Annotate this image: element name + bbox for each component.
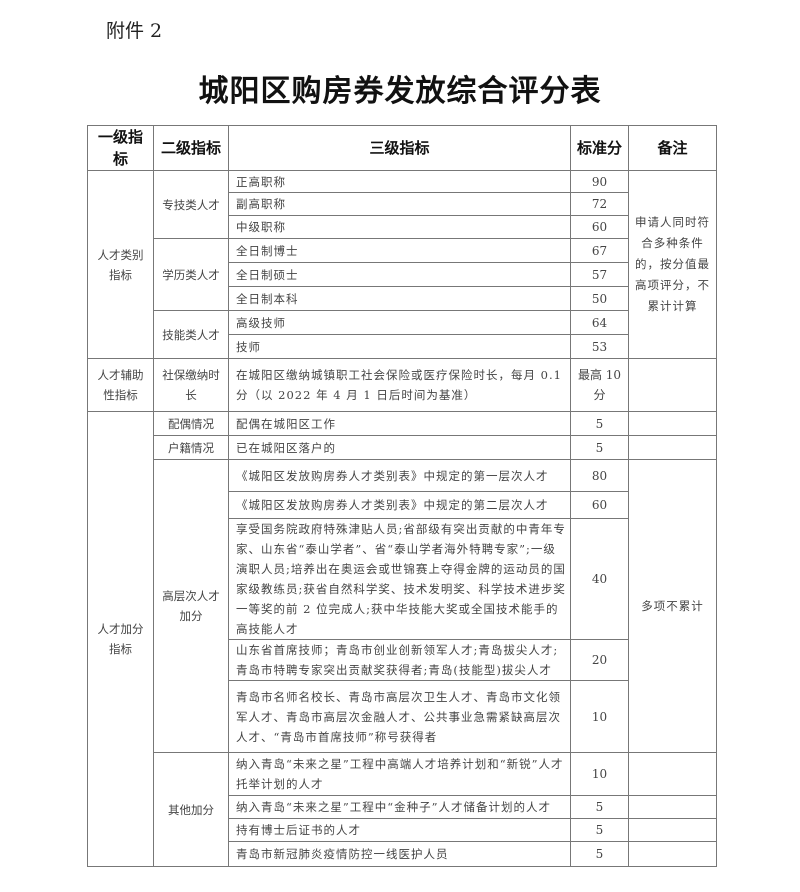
l3-item: 在城阳区缴纳城镇职工社会保险或医疗保险时长，每月 0.1 分（以 2022 年 … xyxy=(228,358,571,412)
table-row: 山东省首席技师；青岛市创业创新领军人才;青岛拔尖人才;青岛市特聘专家突出贡献奖获… xyxy=(88,639,717,681)
l3-item: 山东省首席技师；青岛市创业创新领军人才;青岛拔尖人才;青岛市特聘专家突出贡献奖获… xyxy=(228,639,571,681)
score: 72 xyxy=(570,192,629,216)
remark-empty xyxy=(628,752,717,796)
table-row: 高层次人才加分 《城阳区发放购房券人才类别表》中规定的第一层次人才 80 多项不… xyxy=(88,459,717,753)
remark-empty xyxy=(628,818,717,842)
score: 80 xyxy=(570,459,629,492)
table-row: 副高职称 72 xyxy=(88,192,717,216)
table-header: 一级指标 二级指标 三级指标 标准分 备注 xyxy=(87,125,717,171)
l3-item: 高级技师 xyxy=(228,310,571,335)
score: 40 xyxy=(570,518,629,640)
table-row: 人才加分指标 配偶情况 配偶在城阳区工作 5 xyxy=(87,411,717,867)
score: 5 xyxy=(570,818,629,842)
l2-hukou: 户籍情况 xyxy=(153,435,229,460)
table-row: 青岛市新冠肺炎疫情防控一线医护人员 5 xyxy=(88,841,717,867)
table-row: 纳入青岛“未来之星”工程中“金种子”人才储备计划的人才 5 xyxy=(88,795,717,819)
l1-auxiliary: 人才辅助性指标 xyxy=(87,358,154,412)
score: 64 xyxy=(570,310,629,335)
attachment-label: 附件 2 xyxy=(106,20,163,42)
remark-empty xyxy=(628,435,717,460)
l3-item: 已在城阳区落户的 xyxy=(228,435,571,460)
l3-item: 纳入青岛“未来之星”工程中高端人才培养计划和“新锐”人才托举计划的人才 xyxy=(228,752,571,796)
table-row: 学历类人才 全日制博士 67 xyxy=(88,238,717,311)
l3-item: 《城阳区发放购房券人才类别表》中规定的第一层次人才 xyxy=(228,459,571,492)
l3-item: 中级职称 xyxy=(228,215,571,239)
remark-empty xyxy=(628,358,717,412)
remark-empty xyxy=(628,795,717,819)
l2-social-security: 社保缴纳时长 xyxy=(153,358,229,412)
table-row: 《城阳区发放购房券人才类别表》中规定的第二层次人才 60 xyxy=(88,491,717,519)
score: 60 xyxy=(570,491,629,519)
table-row: 全日制本科 50 xyxy=(88,286,717,311)
score: 60 xyxy=(570,215,629,239)
l3-item: 技师 xyxy=(228,334,571,359)
l3-item: 纳入青岛“未来之星”工程中“金种子”人才储备计划的人才 xyxy=(228,795,571,819)
l3-item: 享受国务院政府特殊津贴人员;省部级有突出贡献的中青年专家、山东省“泰山学者”、省… xyxy=(228,518,571,640)
l3-item: 持有博士后证书的人才 xyxy=(228,818,571,842)
score: 90 xyxy=(570,170,629,193)
score: 10 xyxy=(570,752,629,796)
score: 10 xyxy=(570,680,629,753)
table-row: 人才辅助性指标 社保缴纳时长 在城阳区缴纳城镇职工社会保险或医疗保险时长，每月 … xyxy=(87,358,717,412)
l2-spouse: 配偶情况 xyxy=(153,411,229,436)
score: 67 xyxy=(570,238,629,263)
l2-group: 技能类人才 xyxy=(153,310,229,359)
l2-group: 学历类人才 xyxy=(153,238,229,311)
l3-item: 副高职称 xyxy=(228,192,571,216)
l2-group: 专技类人才 xyxy=(153,170,229,239)
remark-empty xyxy=(628,841,717,867)
remark: 申请人同时符合多种条件的，按分值最高项评分，不累计计算 xyxy=(628,170,717,359)
l3-item: 《城阳区发放购房券人才类别表》中规定的第二层次人才 xyxy=(228,491,571,519)
remark-empty xyxy=(628,411,717,436)
table-row: 户籍情况 已在城阳区落户的 5 xyxy=(88,435,717,460)
header-remark: 备注 xyxy=(628,125,717,171)
header-l1: 一级指标 xyxy=(87,125,154,171)
l3-item: 全日制硕士 xyxy=(228,262,571,287)
l2-high-level: 高层次人才加分 xyxy=(153,459,229,753)
page-title: 城阳区购房券发放综合评分表 xyxy=(198,74,602,109)
l3-item: 全日制博士 xyxy=(228,238,571,263)
remark: 多项不累计 xyxy=(628,459,717,753)
header-l3: 三级指标 xyxy=(228,125,571,171)
score: 20 xyxy=(570,639,629,681)
l3-item: 正高职称 xyxy=(228,170,571,193)
table-row: 享受国务院政府特殊津贴人员;省部级有突出贡献的中青年专家、山东省“泰山学者”、省… xyxy=(88,518,717,640)
l2-other: 其他加分 xyxy=(153,752,229,867)
score: 5 xyxy=(570,841,629,867)
header-score: 标准分 xyxy=(570,125,629,171)
l3-item: 全日制本科 xyxy=(228,286,571,311)
l3-item: 青岛市新冠肺炎疫情防控一线医护人员 xyxy=(228,841,571,867)
header-l2: 二级指标 xyxy=(153,125,229,171)
score: 最高 10 分 xyxy=(570,358,629,412)
score: 53 xyxy=(570,334,629,359)
score: 5 xyxy=(570,435,629,460)
l1-talent-category: 人才类别指标 xyxy=(87,170,154,359)
score: 50 xyxy=(570,286,629,311)
table-row: 青岛市名师名校长、青岛市高层次卫生人才、青岛市文化领军人才、青岛市高层次金融人才… xyxy=(88,680,717,753)
table-row: 其他加分 纳入青岛“未来之星”工程中高端人才培养计划和“新锐”人才托举计划的人才… xyxy=(88,752,717,867)
l3-item: 青岛市名师名校长、青岛市高层次卫生人才、青岛市文化领军人才、青岛市高层次金融人才… xyxy=(228,680,571,753)
table-row: 人才类别指标 专技类人才 正高职称 90 申请人同时符合多种条件的，按分值最高项… xyxy=(87,170,717,359)
score: 57 xyxy=(570,262,629,287)
scoring-table: 一级指标 二级指标 三级指标 标准分 备注 人才类别指标 专技类人才 正高职称 … xyxy=(87,125,717,867)
score: 5 xyxy=(570,795,629,819)
table-row: 技能类人才 高级技师 64 xyxy=(88,310,717,359)
score: 5 xyxy=(570,411,629,436)
l3-item: 配偶在城阳区工作 xyxy=(228,411,571,436)
l1-bonus: 人才加分指标 xyxy=(87,411,154,867)
table-row: 技师 53 xyxy=(88,334,717,359)
